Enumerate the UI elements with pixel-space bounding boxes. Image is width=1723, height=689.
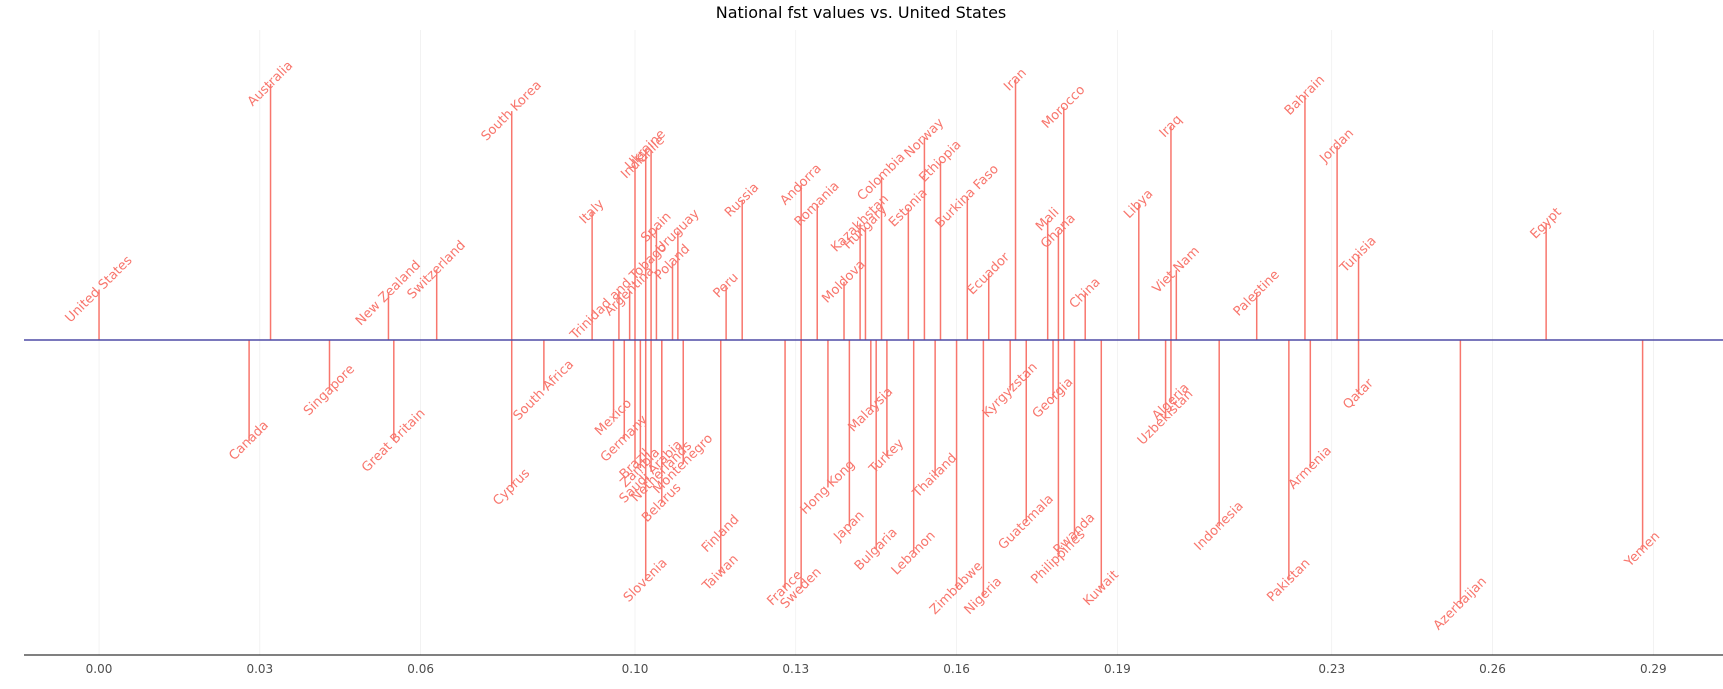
x-tick-label: 0.00 <box>86 662 113 676</box>
chart-title: National fst values vs. United States <box>716 3 1007 22</box>
x-tick-label: 0.06 <box>407 662 434 676</box>
label-layer: United StatesAustraliaCanadaSingaporeNew… <box>63 58 1664 633</box>
x-tick-label: 0.10 <box>622 662 649 676</box>
x-tick-label: 0.13 <box>782 662 809 676</box>
x-axis-ticks: 0.00 0.03 0.06 0.10 0.13 0.16 0.19 0.23 0.26 0.29 <box>86 662 1667 676</box>
label-iraq: Iraq <box>1157 112 1186 141</box>
x-tick-label: 0.03 <box>246 662 273 676</box>
segment-layer <box>98 80 1644 604</box>
x-tick-label: 0.19 <box>1104 662 1131 676</box>
label-iran: Iran <box>1001 66 1030 95</box>
x-tick-label: 0.16 <box>943 662 970 676</box>
x-tick-label: 0.26 <box>1479 662 1506 676</box>
x-tick-label: 0.29 <box>1640 662 1667 676</box>
x-tick-label: 0.23 <box>1318 662 1345 676</box>
